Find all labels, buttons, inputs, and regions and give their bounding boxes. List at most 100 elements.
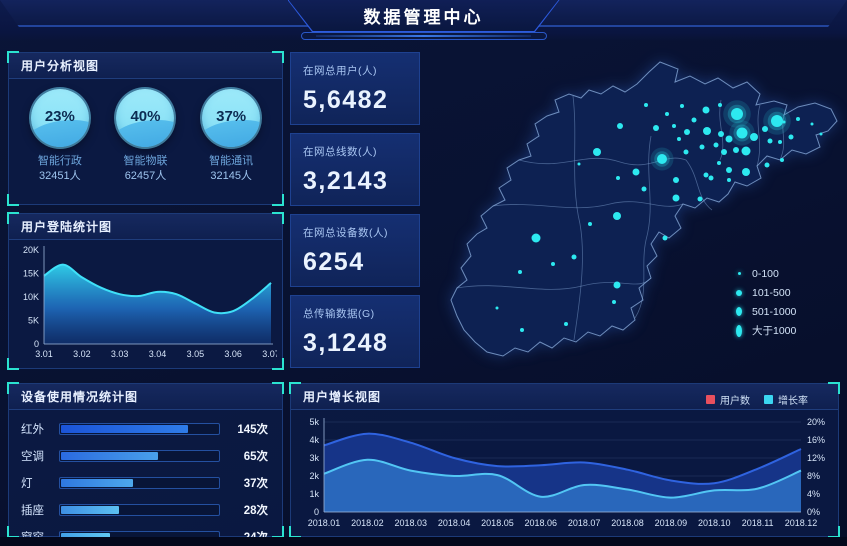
svg-text:20K: 20K [23, 245, 39, 255]
corner-bracket [272, 382, 284, 394]
gauge-label: 智能行政 [37, 155, 82, 167]
gauge-count: 62457人 [124, 170, 167, 182]
legend-dot-icon [736, 289, 742, 296]
legend-label: 增长率 [778, 396, 808, 407]
header-wing-right [536, 0, 847, 27]
gauge-row: 23% 智能行政 32451人 40% 智能物联 62457人 37% 智能通讯 32145人 [9, 79, 282, 183]
map-legend: 0-100 101-500 501-1000 大于1000 [736, 264, 796, 340]
province-map [450, 61, 838, 357]
map-legend-item: 大于1000 [736, 321, 796, 340]
device-bar-track [59, 450, 220, 462]
gauge: 23% 智能行政 32451人 [21, 89, 99, 183]
device-bar-row: 插座 28次 [21, 503, 268, 517]
stat-value: 6254 [303, 248, 365, 276]
stat-card: 总传输数据(G) 3,1248 [290, 295, 420, 368]
corner-bracket [7, 212, 19, 224]
svg-text:0%: 0% [807, 507, 820, 517]
map: 0-100 101-500 501-1000 大于1000 [424, 42, 847, 375]
device-label: 窗帘 [21, 532, 44, 544]
stat-value: 3,1248 [303, 329, 389, 357]
svg-text:2018.03: 2018.03 [394, 518, 427, 528]
svg-text:3.04: 3.04 [149, 349, 167, 359]
svg-text:3.06: 3.06 [224, 349, 242, 359]
svg-text:15K: 15K [23, 269, 39, 279]
header-wing-left [0, 0, 311, 27]
svg-text:2018.04: 2018.04 [438, 518, 471, 528]
stat-value: 5,6482 [303, 86, 389, 114]
svg-text:2018.01: 2018.01 [308, 518, 341, 528]
page-title: 数据管理中心 [363, 8, 484, 27]
device-bar-fill [61, 425, 189, 433]
panel-login-stats: 用户登陆统计图 0 5K 10K 15K 20K 3.01 3.02 3.03 3.04 3.05… [7, 212, 284, 371]
device-label: 红外 [21, 424, 44, 436]
device-label: 空调 [21, 451, 44, 463]
svg-text:12%: 12% [807, 453, 825, 463]
device-bar-track [59, 504, 220, 516]
svg-text:2018.10: 2018.10 [698, 518, 731, 528]
device-bar-fill [61, 479, 134, 487]
map-legend-item: 0-100 [736, 264, 796, 283]
panel-title-user-analysis: 用户分析视图 [9, 53, 282, 79]
map-scatter-dots [495, 100, 823, 332]
map-legend-item: 101-500 [736, 283, 796, 302]
device-bar-fill [61, 533, 110, 541]
svg-text:2k: 2k [309, 471, 319, 481]
gauge-percent: 23% [44, 107, 75, 125]
legend-dot-icon [736, 324, 742, 337]
svg-text:0: 0 [314, 507, 319, 517]
device-value: 28次 [243, 505, 268, 517]
corner-bracket [828, 382, 840, 394]
svg-text:2018.07: 2018.07 [568, 518, 601, 528]
stat-card: 在网总用户(人) 5,6482 [290, 52, 420, 125]
corner-bracket [272, 358, 284, 370]
svg-text:10K: 10K [23, 292, 39, 302]
device-bar-row: 红外 145次 [21, 422, 268, 436]
header-ornament [300, 32, 547, 40]
legend-item[interactable]: 用户数 [706, 392, 750, 407]
stat-card: 在网总设备数(人) 6254 [290, 214, 420, 287]
legend-item[interactable]: 增长率 [764, 392, 808, 407]
svg-text:2018.12: 2018.12 [785, 518, 818, 528]
stat-label: 在网总用户(人) [303, 65, 377, 77]
legend-dot-icon [736, 307, 742, 316]
panel-device-usage: 设备使用情况统计图 红外 145次 空调 65次灯 37次 插座 28次 窗帘 24次 [7, 382, 284, 544]
device-value: 24次 [243, 532, 268, 544]
device-value: 37次 [243, 478, 268, 490]
device-bar-track [59, 477, 220, 489]
svg-text:2018.09: 2018.09 [655, 518, 688, 528]
svg-text:2018.05: 2018.05 [481, 518, 514, 528]
liquid-gauge: 37% [202, 89, 261, 147]
growth-chart-legend: 用户数 增长率 [706, 392, 808, 407]
panel-user-analysis: 用户分析视图 23% 智能行政 32451人 40% 智能物联 62457人 37% 智能通讯… [7, 51, 284, 206]
legend-swatch [764, 395, 773, 404]
svg-text:5k: 5k [309, 417, 319, 427]
svg-text:3.01: 3.01 [35, 349, 53, 359]
svg-text:20%: 20% [807, 417, 825, 427]
svg-text:0: 0 [34, 339, 39, 349]
corner-bracket [272, 51, 284, 63]
svg-text:3.02: 3.02 [73, 349, 91, 359]
device-bar-track [59, 423, 220, 435]
stat-cards: 在网总用户(人) 5,6482 在网总线数(人) 3,2143 在网总设备数(人) 625… [290, 52, 420, 376]
device-value: 65次 [243, 451, 268, 463]
corner-bracket [7, 194, 19, 206]
svg-text:5K: 5K [28, 316, 39, 326]
legend-label: 用户数 [720, 396, 750, 407]
growth-area-chart: 0 1k 2k 3k 4k 5k 0% 4% 8% 12% 16% 20% 2018.01 2018.02… [296, 414, 835, 541]
device-label: 插座 [21, 505, 44, 517]
header: 数据管理中心 [0, 0, 847, 41]
login-area-chart: 0 5K 10K 15K 20K 3.01 3.02 3.03 3.04 3.05 3.06 3.07 [16, 242, 280, 371]
stat-label: 在网总线数(人) [303, 146, 377, 158]
svg-text:2018.06: 2018.06 [525, 518, 558, 528]
corner-bracket [7, 526, 19, 538]
svg-text:8%: 8% [807, 471, 820, 481]
legend-dot-icon [737, 272, 741, 275]
svg-text:2018.11: 2018.11 [742, 518, 774, 528]
header-title-plate: 数据管理中心 [287, 0, 560, 32]
svg-text:4k: 4k [309, 435, 319, 445]
svg-text:2018.08: 2018.08 [611, 518, 644, 528]
gauge: 37% 智能通讯 32145人 [192, 89, 270, 183]
corner-bracket [272, 212, 284, 224]
svg-text:3.03: 3.03 [111, 349, 129, 359]
stat-label: 在网总设备数(人) [303, 227, 388, 239]
